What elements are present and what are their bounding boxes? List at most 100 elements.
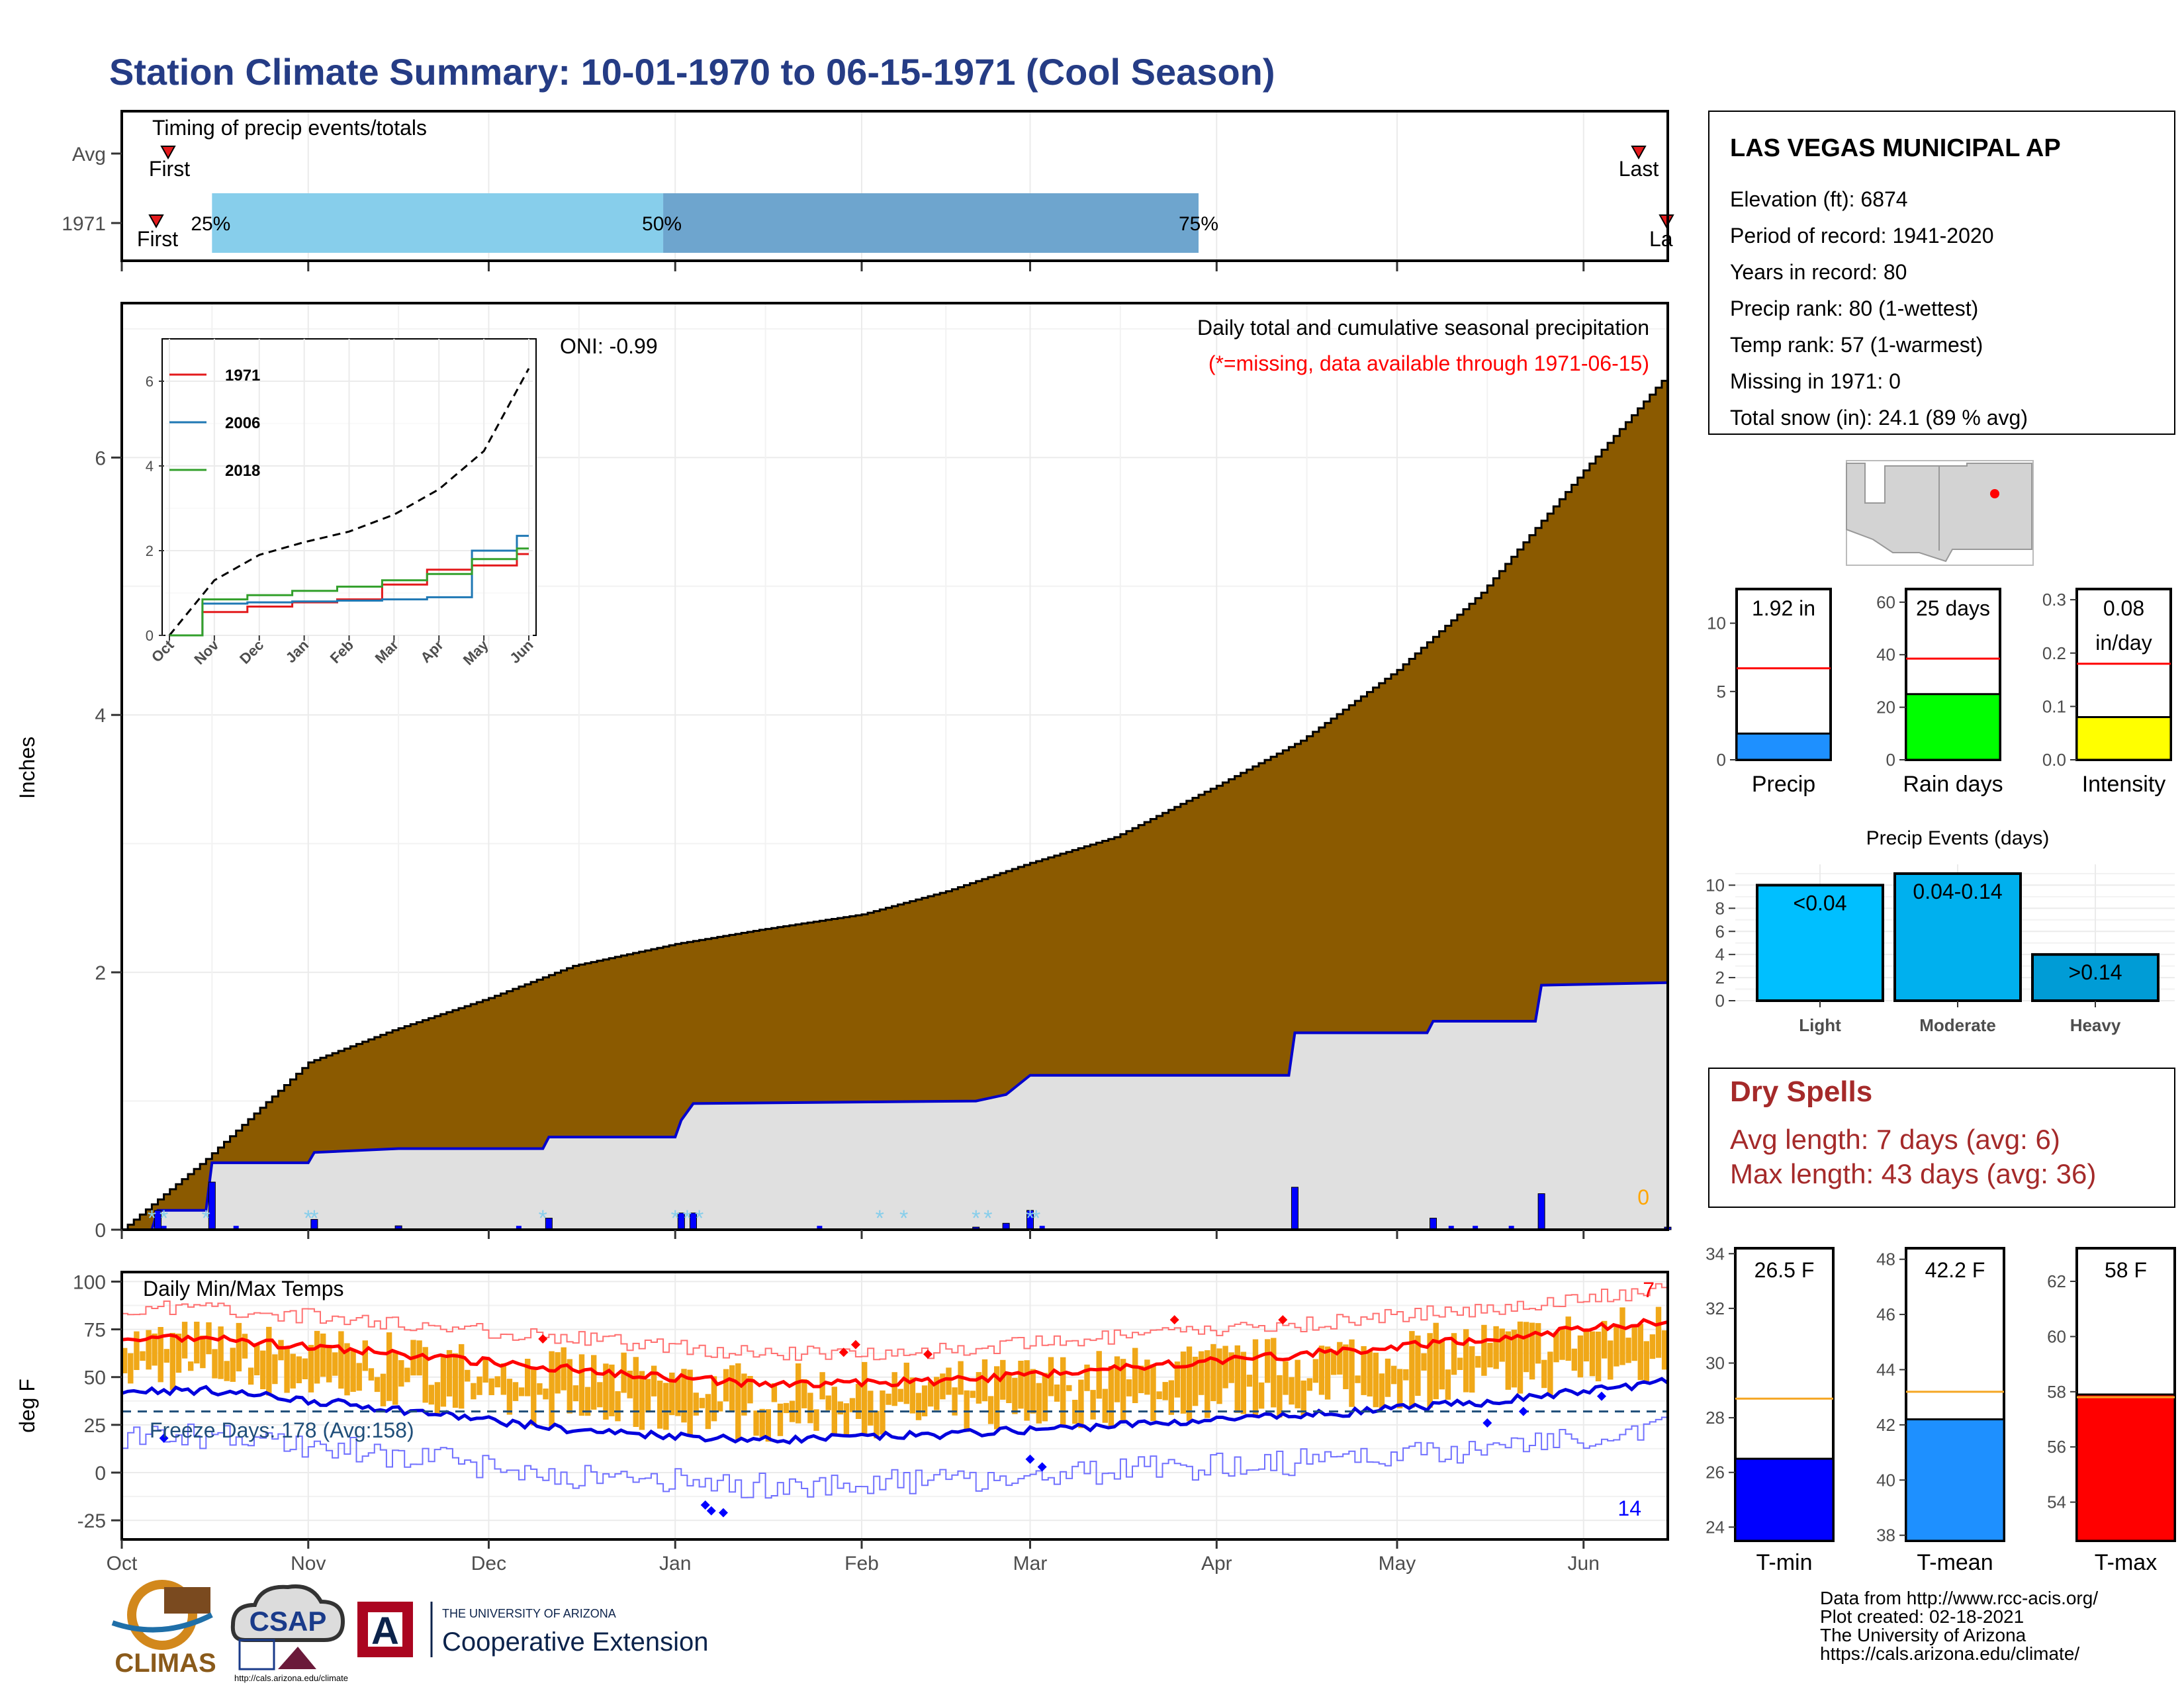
timing-label: Timing of precip events/totals xyxy=(152,116,427,140)
daily-precip-bar xyxy=(1291,1187,1298,1230)
daily-precip-bar xyxy=(1039,1226,1045,1230)
mini-bar-label2: in/day xyxy=(2095,631,2152,655)
mini-bar-rain-days: 0 20 40 60 25 days Rain days xyxy=(1876,588,2003,797)
missing-marker: * xyxy=(202,1206,210,1231)
record-high-count: 7 xyxy=(1643,1278,1655,1302)
events-y-tick: 4 xyxy=(1715,944,1725,964)
daily-precip-bar xyxy=(516,1226,522,1230)
timing-bar-q50-q75 xyxy=(663,193,1199,253)
temp-record-markers xyxy=(159,1315,1607,1518)
mini-bar-intensity: 0.0 0.1 0.2 0.3 0.08 in/day Intensity xyxy=(2042,588,2172,797)
missing-marker: * xyxy=(972,1206,980,1231)
temp-summary-tick: 54 xyxy=(2047,1492,2066,1512)
temp-y-tick: 100 xyxy=(73,1271,106,1293)
inset-legend-label: 2018 xyxy=(225,462,260,480)
inset-avg-line xyxy=(168,368,530,636)
record-high-marker xyxy=(1169,1315,1179,1325)
temp-summary-value xyxy=(1734,1457,1835,1542)
mini-bar-value xyxy=(1905,693,2001,761)
temp-y-tick: 50 xyxy=(84,1367,106,1389)
events-y-tick: 10 xyxy=(1706,875,1725,895)
timing-last-label-year: La xyxy=(1649,227,1673,251)
daily-precip-bar xyxy=(1508,1226,1514,1230)
events-x-tick: Light xyxy=(1799,1015,1841,1035)
dry-spells-box: Dry Spells Avg length: 7 days (avg: 6) M… xyxy=(1708,1068,2175,1208)
temp-summary-t-mean: 38 40 42 44 46 48 42.2 F T-mean xyxy=(1876,1247,2005,1575)
events-y-tick: 0 xyxy=(1715,991,1725,1011)
temp-summary-tick: 44 xyxy=(1876,1359,1895,1379)
record-low-marker xyxy=(1482,1418,1492,1428)
timing-row-avg-label: Avg xyxy=(72,144,106,165)
temp-y-tick: -25 xyxy=(77,1510,106,1532)
mini-bar-value xyxy=(1735,732,1832,761)
station-line-period: Period of record: 1941-2020 xyxy=(1730,224,1993,248)
temp-x-tick: Jun xyxy=(1568,1553,1600,1575)
daily-precip-bar xyxy=(1430,1218,1437,1230)
record-high-marker xyxy=(850,1340,860,1349)
temp-summary-t-min: 24 26 28 30 32 34 26.5 F T-min xyxy=(1706,1244,1835,1575)
precip-y-tick: 2 xyxy=(95,962,106,984)
climas-logo: CLIMAS xyxy=(111,1580,216,1678)
oni-value: ONI: -0.99 xyxy=(560,334,658,358)
inset-y-tick: 0 xyxy=(146,627,154,644)
ua-cooperative-extension-logo: A THE UNIVERSITY OF ARIZONA Cooperative … xyxy=(357,1602,708,1657)
temp-summary-name: T-max xyxy=(2095,1550,2157,1575)
mini-bar-label: 25 days xyxy=(1916,596,1990,620)
csap-logo: CSAP http://cals.arizona.edu/climate xyxy=(230,1584,348,1683)
temp-summary-name: T-mean xyxy=(1917,1550,1993,1575)
timing-row-year-label: 1971 xyxy=(62,213,106,235)
temp-summary-tick: 38 xyxy=(1876,1526,1895,1545)
footer: CLIMAS CSAP http://cals.arizona.edu/clim… xyxy=(111,1580,2098,1683)
temp-x-tick: Dec xyxy=(471,1553,506,1575)
daily-precip-bar xyxy=(1448,1226,1454,1230)
temp-summary-tick: 60 xyxy=(2047,1326,2066,1346)
temp-summary-label: 58 F xyxy=(2105,1258,2147,1282)
temp-summary-tick: 34 xyxy=(1706,1244,1725,1263)
temp-summary-bars: 24 26 28 30 32 34 26.5 F T-min 38 40 42 44 46 48 42.2 … xyxy=(1706,1244,2176,1575)
daily-precip-bar xyxy=(233,1226,239,1230)
mini-bar-tick: 0.2 xyxy=(2042,643,2066,663)
temp-y-tick: 0 xyxy=(95,1463,106,1485)
precip-events-chart: Precip Events (days) 0 2 4 6 8 10 <0.04 Light 0.… xyxy=(1706,827,2175,1035)
missing-data-markers: * * * ** * * * * * * * * ** xyxy=(148,1206,1040,1231)
record-low-marker xyxy=(718,1508,728,1518)
temp-summary-tick: 28 xyxy=(1706,1408,1725,1428)
precip-summary-bars: 0 5 10 1.92 in Precip 0 20 40 60 25 days Rain days… xyxy=(1707,588,2172,797)
temp-summary-tick: 48 xyxy=(1876,1250,1895,1269)
mini-bar-tick: 0 xyxy=(1717,750,1726,770)
temp-summary-name: T-min xyxy=(1756,1550,1813,1575)
temp-x-tick: May xyxy=(1379,1553,1416,1575)
inset-y-tick: 6 xyxy=(146,373,154,390)
record-low-marker xyxy=(1597,1391,1607,1401)
avg-cumulative-precip-area xyxy=(122,373,1669,1231)
temp-y-axis-label: deg F xyxy=(15,1379,39,1433)
missing-marker: * xyxy=(1026,1206,1034,1231)
mini-bar-tick: 60 xyxy=(1876,592,1895,612)
record-high-marker xyxy=(839,1348,848,1357)
mini-bar-tick: 0 xyxy=(1886,750,1895,770)
missing-count: 0 xyxy=(1637,1185,1649,1209)
precip-header: Daily total and cumulative seasonal prec… xyxy=(1197,316,1649,340)
climas-wordmark: CLIMAS xyxy=(114,1649,216,1678)
station-info-box: LAS VEGAS MUNICIPAL AP Elevation (ft): 6… xyxy=(1708,111,2175,435)
footer-line-url: https://cals.arizona.edu/climate/ xyxy=(1820,1643,2079,1664)
station-line-precip-rank: Precip rank: 80 (1-wettest) xyxy=(1730,297,1978,320)
inset-line-2006 xyxy=(169,535,529,637)
temp-summary-tick: 24 xyxy=(1706,1517,1725,1537)
daily-precip-bar xyxy=(1537,1193,1545,1230)
inset-y-tick: 2 xyxy=(146,543,154,559)
timing-bar-q25-q50 xyxy=(212,193,664,253)
missing-marker: * xyxy=(148,1206,156,1231)
temp-summary-tick: 46 xyxy=(1876,1304,1895,1324)
mini-bar-name: Precip xyxy=(1752,772,1815,797)
events-bar-heavy xyxy=(2031,953,2160,1002)
temp-summary-tick: 42 xyxy=(1876,1415,1895,1435)
mini-bar-tick: 40 xyxy=(1876,645,1895,664)
temp-summary-tick: 40 xyxy=(1876,1470,1895,1490)
missing-marker: * xyxy=(671,1206,680,1231)
mini-bar-label: 1.92 in xyxy=(1752,596,1815,620)
avg-min-temp-line xyxy=(121,1377,1669,1445)
avg-max-temp-line xyxy=(121,1318,1668,1389)
